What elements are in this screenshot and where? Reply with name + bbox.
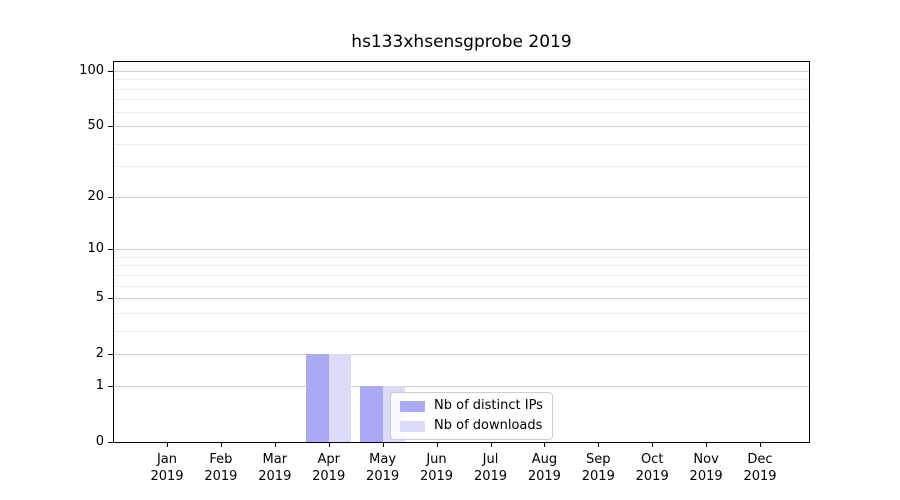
y-tick-label: 5 [95, 290, 104, 305]
x-tick-label: Sep 2019 [581, 452, 615, 484]
y-tick-label: 10 [87, 241, 104, 257]
legend-item-downloads: Nb of downloads [400, 418, 543, 434]
x-tick-mark [328, 442, 330, 447]
legend-swatch-distinct-ips [400, 400, 425, 412]
y-tick-mark [108, 386, 113, 388]
x-tick-label: Dec 2019 [743, 452, 777, 484]
y-tick-mark [108, 249, 113, 251]
bar-apr-distinct-ips [306, 353, 329, 442]
gridline-minor [114, 265, 809, 267]
chart-title: hs133xhsensgprobe 2019 [351, 32, 572, 52]
legend: Nb of distinct IPs Nb of downloads [390, 392, 553, 440]
gridline-minor [114, 143, 809, 145]
x-tick-label: Jun 2019 [419, 452, 454, 484]
x-tick-label: May 2019 [366, 452, 400, 484]
gridline-major [114, 249, 809, 251]
y-tick-mark [108, 125, 113, 127]
y-tick-mark [108, 442, 113, 443]
x-tick-mark [167, 442, 168, 447]
y-tick-label: 50 [87, 117, 104, 133]
x-tick-mark [544, 442, 546, 447]
x-tick-label: Apr 2019 [312, 452, 346, 484]
gridline-minor [114, 274, 809, 276]
bar-apr-downloads [328, 353, 352, 442]
gridline-minor [114, 312, 809, 314]
x-tick-mark [598, 442, 600, 447]
y-tick-label: 100 [79, 63, 104, 78]
gridline-major [114, 125, 809, 127]
y-tick-mark [108, 353, 113, 355]
y-tick-label: 2 [95, 345, 104, 361]
y-tick-mark [108, 71, 113, 72]
bar-may-distinct-ips [360, 386, 383, 442]
gridline-minor [114, 330, 809, 332]
x-tick-mark [436, 442, 438, 447]
y-tick-label: 20 [87, 189, 104, 205]
x-tick-mark [382, 442, 384, 447]
gridline-minor [114, 166, 809, 167]
x-tick-label: Oct 2019 [635, 452, 669, 484]
x-tick-label: Jan 2019 [150, 452, 184, 484]
x-tick-mark [760, 442, 761, 447]
x-tick-mark [274, 442, 276, 447]
x-tick-label: Feb 2019 [204, 452, 238, 484]
gridline-minor [114, 256, 809, 258]
gridline-major [114, 197, 809, 199]
legend-swatch-downloads [400, 420, 425, 432]
x-tick-mark [220, 442, 222, 447]
legend-item-distinct-ips: Nb of distinct IPs [400, 398, 543, 414]
x-tick-mark [652, 442, 654, 447]
legend-label-distinct-ips: Nb of distinct IPs [434, 398, 543, 413]
plot-area: Dec 2019 Nov 2019 Oct 2019 Sep 2019 Aug 2019… [79, 61, 810, 484]
gridline-minor [114, 285, 809, 287]
gridline-major [114, 71, 809, 72]
y-tick-mark [108, 197, 113, 199]
x-tick-mark [706, 442, 708, 447]
gridline-major [114, 386, 809, 388]
legend-label-downloads: Nb of downloads [434, 418, 543, 433]
x-tick-label: Mar 2019 [258, 452, 292, 484]
x-tick-mark [490, 442, 492, 447]
gridline-minor [114, 88, 809, 90]
gridline-major [114, 298, 809, 299]
y-tick-label: 1 [95, 378, 104, 394]
y-tick-mark [108, 298, 113, 299]
gridline-minor [114, 111, 809, 113]
x-tick-label: Aug 2019 [527, 452, 561, 484]
y-tick-label: 0 [95, 434, 104, 449]
gridline-minor [114, 79, 809, 81]
gridline-minor [114, 99, 809, 101]
x-tick-label: Nov 2019 [689, 452, 723, 484]
gridline-major [114, 353, 809, 355]
x-tick-label: Jul 2019 [473, 452, 508, 484]
